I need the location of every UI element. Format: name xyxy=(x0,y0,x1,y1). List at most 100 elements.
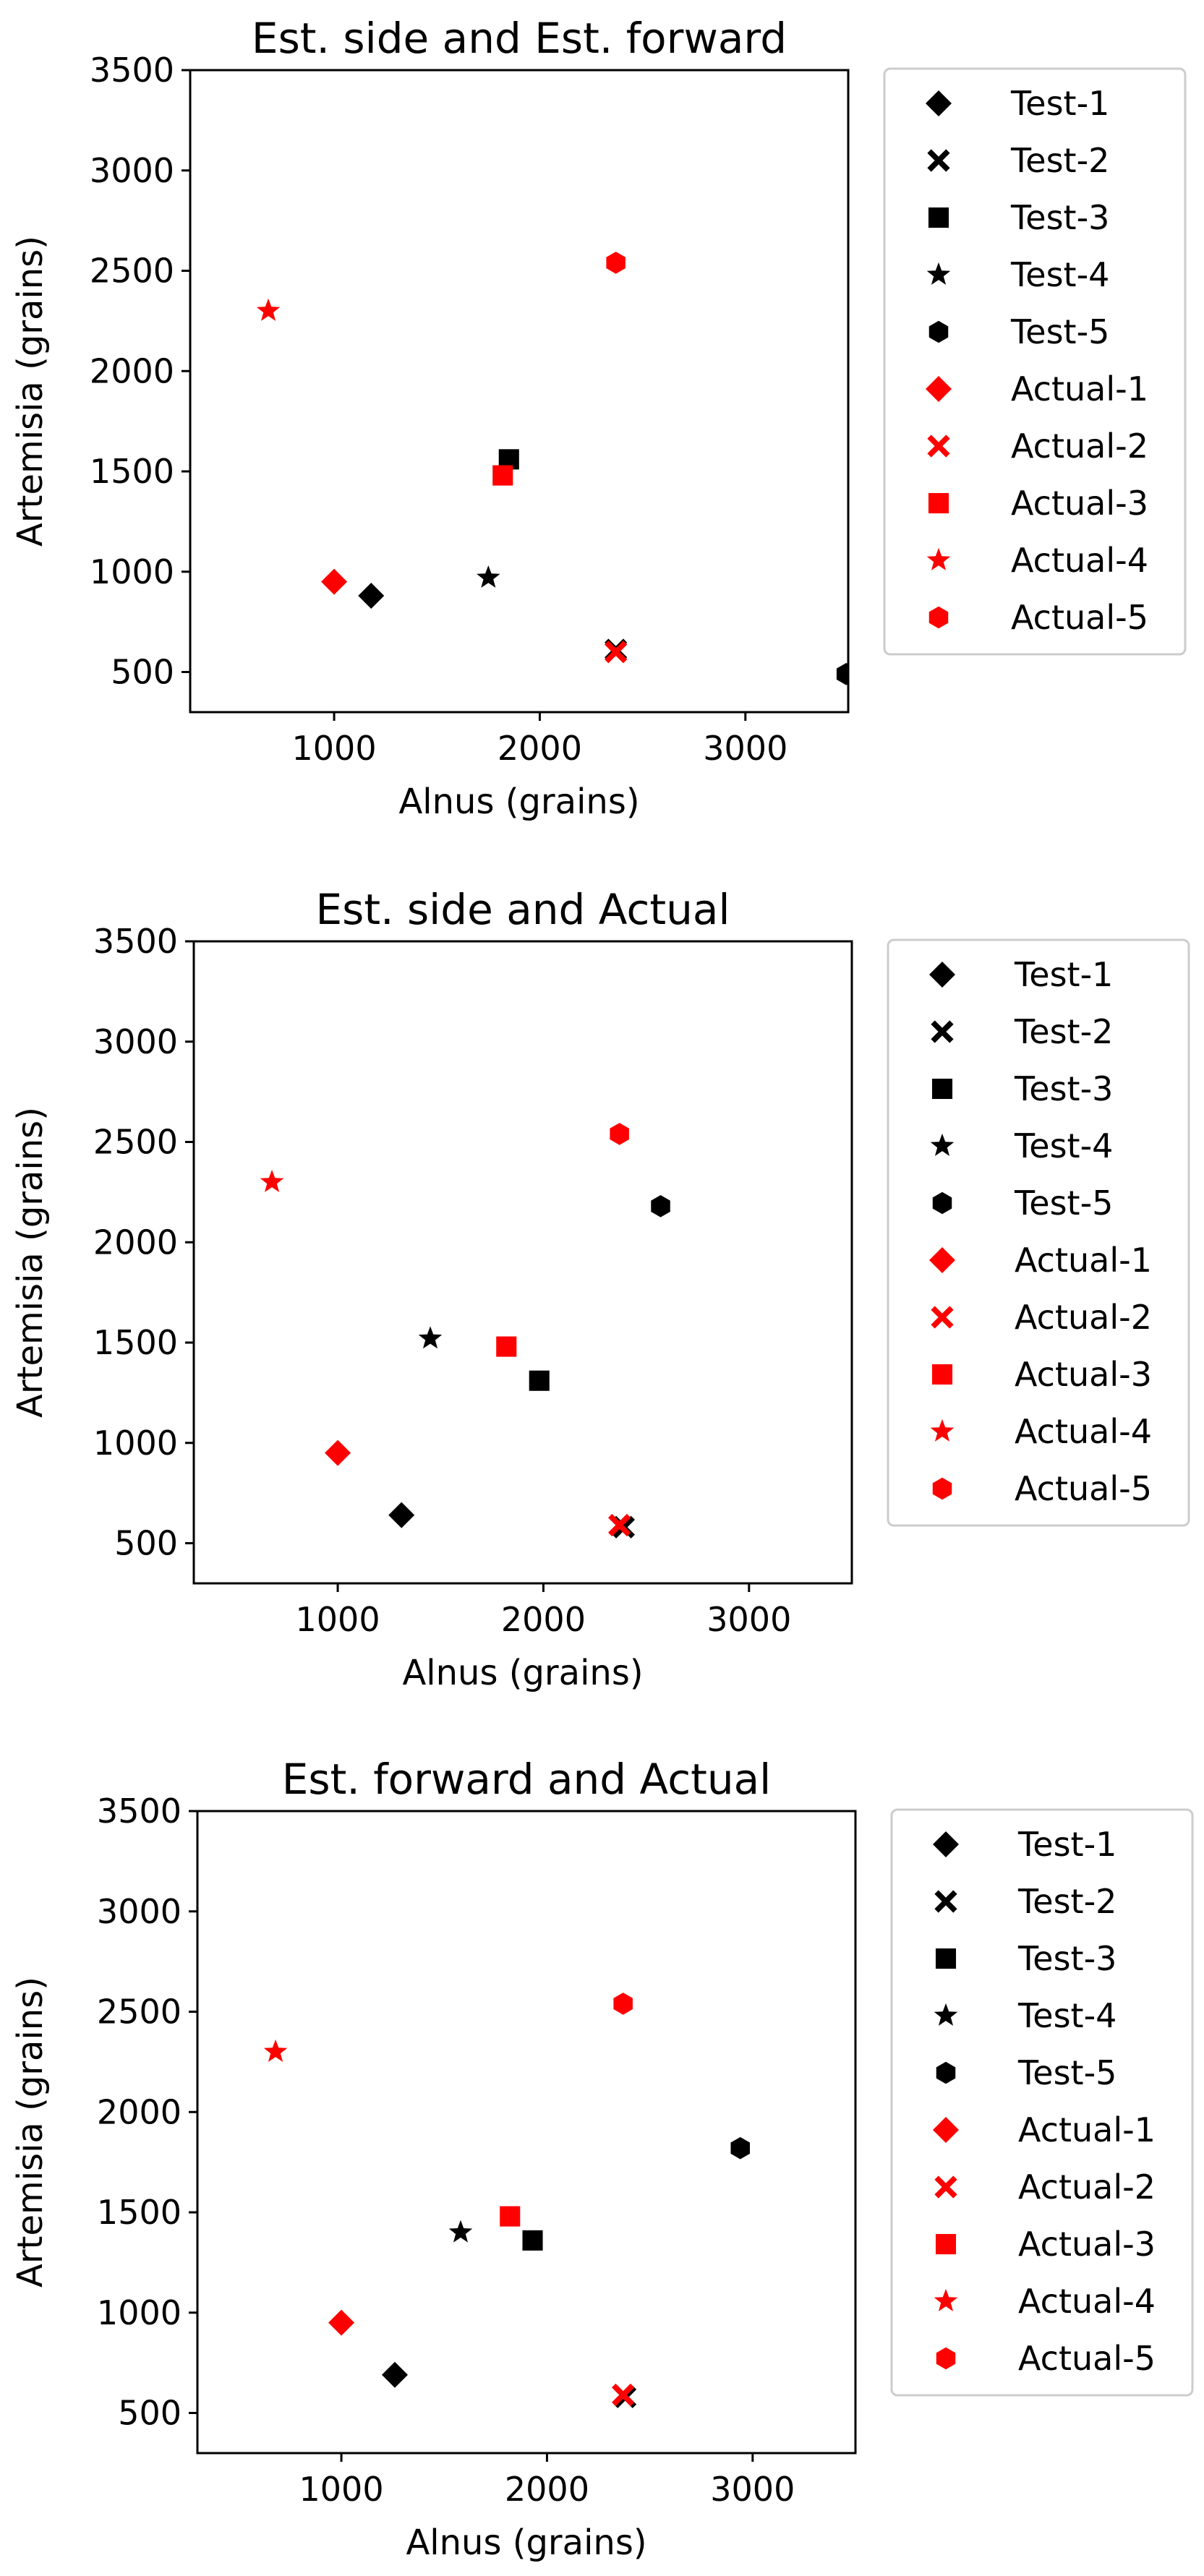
legend-marker-actual-5 xyxy=(928,606,949,629)
legend-marker-test-4 xyxy=(926,262,951,285)
point-actual-4 xyxy=(260,1169,284,1192)
point-test-4 xyxy=(448,2220,473,2243)
legend-item: Test-4 xyxy=(934,1996,1117,2035)
legend-marker-actual-2 xyxy=(931,1306,954,1329)
y-tick-label: 2000 xyxy=(93,1223,178,1262)
legend-marker-test-3 xyxy=(928,207,949,228)
y-tick-label: 2500 xyxy=(90,252,174,291)
legend-marker-test-1 xyxy=(933,1831,959,1857)
chart-panel-2: Est. side and Actual 1000 2000 3000 500 1000 1… xyxy=(10,885,1190,1693)
legend-item: Test-5 xyxy=(932,1184,1113,1223)
point-actual-1 xyxy=(321,568,348,595)
y-tick-label: 1500 xyxy=(93,1323,178,1362)
legend-label: Test-2 xyxy=(1014,1012,1113,1051)
legend-marker-test-3 xyxy=(935,1948,957,1969)
legend-frame xyxy=(890,1808,1194,2397)
chart-title: Est. side and Actual xyxy=(315,885,730,934)
legend-item: Actual-2 xyxy=(931,1298,1152,1337)
legend-frame xyxy=(883,67,1187,656)
y-tick-label: 1000 xyxy=(97,2293,182,2332)
legend-label: Actual-4 xyxy=(1015,1412,1152,1451)
legend-item: Actual-4 xyxy=(926,541,1148,580)
legend-label: Test-1 xyxy=(1014,955,1113,994)
legend-item: Actual-5 xyxy=(936,2339,1156,2378)
legend-label: Actual-2 xyxy=(1015,1298,1152,1337)
legend-marker-test-1 xyxy=(926,90,952,116)
point-test-5 xyxy=(836,662,848,685)
point-actual-5 xyxy=(613,1993,633,2015)
legend-item: Test-3 xyxy=(931,1069,1113,1108)
legend-marker-test-3 xyxy=(931,1078,953,1100)
legend-label: Actual-5 xyxy=(1015,1469,1152,1508)
chart-title: Est. forward and Actual xyxy=(282,1755,772,1804)
legend-label: Actual-1 xyxy=(1011,369,1148,408)
x-tick-label: 1000 xyxy=(296,1600,380,1639)
point-test-4 xyxy=(418,1326,443,1349)
legend-label: Test-5 xyxy=(1017,2053,1117,2092)
point-test-5 xyxy=(651,1195,670,1218)
legend-marker-actual-2 xyxy=(934,2175,957,2199)
legend-marker-test-2 xyxy=(934,1890,957,1913)
y-tick-label: 3500 xyxy=(90,51,174,90)
legend-label: Test-2 xyxy=(1010,141,1109,180)
legend-label: Test-3 xyxy=(1014,1069,1113,1108)
point-actual-4 xyxy=(263,2039,288,2062)
x-tick-label: 1000 xyxy=(292,729,377,768)
legend-item: Test-4 xyxy=(926,255,1109,294)
legend-marker-actual-3 xyxy=(928,492,949,514)
legend-item: Actual-3 xyxy=(931,1355,1152,1394)
legend-item: Actual-2 xyxy=(934,2168,1156,2207)
legend-item: Test-5 xyxy=(928,312,1109,351)
y-tick-label: 1500 xyxy=(90,452,174,491)
x-axis-label: Alnus (grains) xyxy=(398,782,639,822)
legend-item: Test-1 xyxy=(933,1825,1117,1864)
legend-item: Test-1 xyxy=(926,84,1109,123)
legend-item: Actual-3 xyxy=(935,2225,1156,2264)
legend-marker-actual-5 xyxy=(932,1477,952,1500)
point-actual-1 xyxy=(328,2309,355,2336)
data-points xyxy=(260,1123,670,1539)
point-actual-5 xyxy=(606,252,626,274)
legend-label: Actual-4 xyxy=(1018,2282,1156,2321)
legend-marker-test-2 xyxy=(927,149,950,172)
x-tick-label: 1000 xyxy=(299,2470,384,2509)
y-tick-label: 3500 xyxy=(93,922,178,961)
legend-label: Test-3 xyxy=(1010,198,1109,237)
data-points xyxy=(263,1993,750,2408)
legend-marker-test-5 xyxy=(936,2061,956,2084)
legend-label: Test-2 xyxy=(1017,1882,1117,1921)
point-test-1 xyxy=(388,1502,415,1528)
legend-marker-test-4 xyxy=(934,2003,958,2026)
legend-label: Actual-2 xyxy=(1018,2168,1156,2207)
legend-item: Actual-3 xyxy=(928,484,1148,523)
legend-item: Actual-1 xyxy=(926,369,1148,408)
legend-marker-test-5 xyxy=(932,1191,952,1215)
y-tick-label: 2000 xyxy=(90,351,174,390)
chart-panel-1: Est. side and Est. forward 1000 2000 3000 50… xyxy=(10,14,1187,822)
legend-marker-actual-5 xyxy=(936,2347,956,2370)
y-tick-label: 3500 xyxy=(97,1792,182,1831)
x-tick-label: 3000 xyxy=(710,2470,795,2509)
legend-item: Test-3 xyxy=(935,1939,1117,1978)
legend-item: Actual-4 xyxy=(934,2282,1156,2321)
legend-label: Test-5 xyxy=(1014,1184,1113,1223)
legend-label: Actual-3 xyxy=(1011,484,1148,523)
legend-marker-actual-2 xyxy=(927,435,950,458)
plot-frame xyxy=(189,69,850,714)
legend-label: Actual-1 xyxy=(1015,1241,1152,1280)
legend-marker-actual-3 xyxy=(935,2233,957,2255)
point-test-3 xyxy=(522,2230,543,2251)
y-tick-label: 3000 xyxy=(97,1892,182,1931)
legend-label: Test-4 xyxy=(1010,255,1109,294)
legend-marker-actual-4 xyxy=(930,1418,955,1442)
legend-label: Test-5 xyxy=(1010,312,1109,351)
plot-frame xyxy=(196,1810,857,2455)
legend-item: Actual-5 xyxy=(928,598,1148,637)
y-tick-label: 3000 xyxy=(90,151,174,190)
point-actual-1 xyxy=(325,1439,351,1466)
legend-marker-actual-1 xyxy=(929,1247,955,1273)
y-axis-label: Artemisia (grains) xyxy=(10,1977,51,2288)
point-actual-2 xyxy=(612,2383,635,2407)
legend-item: Actual-4 xyxy=(930,1412,1152,1451)
